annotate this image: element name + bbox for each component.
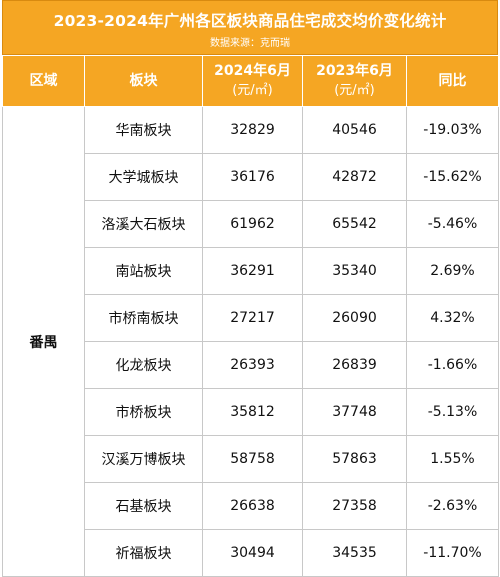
yoy-cell: -19.03% — [406, 106, 499, 154]
price-2024-cell: 26638 — [202, 482, 303, 530]
yoy-cell: 2.69% — [406, 247, 499, 295]
col-header-block: 板块 — [84, 55, 203, 107]
price-2024-cell: 36176 — [202, 153, 303, 201]
block-cell: 化龙板块 — [84, 341, 203, 389]
yoy-cell: -11.70% — [406, 529, 499, 577]
price-2023-cell: 37748 — [302, 388, 407, 436]
price-2024-cell: 30494 — [202, 529, 303, 577]
price-2023-cell: 35340 — [302, 247, 407, 295]
col-header-price-2023-unit: (元/㎡) — [334, 83, 375, 98]
yoy-cell: -5.46% — [406, 200, 499, 248]
col-header-price-2024-unit: (元/㎡) — [232, 83, 273, 98]
yoy-cell: 4.32% — [406, 294, 499, 342]
price-2024-cell: 27217 — [202, 294, 303, 342]
col-header-price-2024: 2024年6月 (元/㎡) — [202, 55, 303, 107]
price-2023-cell: 40546 — [302, 106, 407, 154]
col-header-yoy: 同比 — [406, 55, 499, 107]
price-2024-cell: 32829 — [202, 106, 303, 154]
price-2024-cell: 26393 — [202, 341, 303, 389]
yoy-cell: -15.62% — [406, 153, 499, 201]
col-header-price-2023-label: 2023年6月 — [316, 63, 393, 79]
table-row: 市桥南板块 27217 26090 4.32% — [3, 294, 499, 342]
table-row: 汉溪万博板块 58758 57863 1.55% — [3, 435, 499, 483]
price-2023-cell: 26090 — [302, 294, 407, 342]
table-title: 2023-2024年广州各区板块商品住宅成交均价变化统计 — [53, 12, 447, 30]
title-bar: 2023-2024年广州各区板块商品住宅成交均价变化统计 数据来源：克而瑞 — [2, 0, 498, 55]
price-2023-cell: 65542 — [302, 200, 407, 248]
yoy-cell: -1.66% — [406, 341, 499, 389]
col-header-price-2023: 2023年6月 (元/㎡) — [302, 55, 407, 107]
table-row: 石基板块 26638 27358 -2.63% — [3, 482, 499, 530]
data-source: 数据来源：克而瑞 — [210, 38, 290, 49]
price-2023-cell: 27358 — [302, 482, 407, 530]
block-cell: 祈福板块 — [84, 529, 203, 577]
yoy-cell: 1.55% — [406, 435, 499, 483]
yoy-cell: -2.63% — [406, 482, 499, 530]
yoy-cell: -5.13% — [406, 388, 499, 436]
block-cell: 汉溪万博板块 — [84, 435, 203, 483]
block-cell: 市桥板块 — [84, 388, 203, 436]
price-2024-cell: 61962 — [202, 200, 303, 248]
block-cell: 大学城板块 — [84, 153, 203, 201]
table-header-row: 区域 板块 2024年6月 (元/㎡) 2023年6月 (元/㎡) 同比 — [2, 55, 499, 107]
table-row: 化龙板块 26393 26839 -1.66% — [3, 341, 499, 389]
price-2024-cell: 36291 — [202, 247, 303, 295]
table-row: 市桥板块 35812 37748 -5.13% — [3, 388, 499, 436]
table-body: 番禺 华南板块 32829 40546 -19.03% 大学城板块 36176 … — [2, 106, 499, 577]
price-2023-cell: 42872 — [302, 153, 407, 201]
table-row: 祈福板块 30494 34535 -11.70% — [3, 529, 499, 577]
table-row: 南站板块 36291 35340 2.69% — [3, 247, 499, 295]
block-cell: 市桥南板块 — [84, 294, 203, 342]
block-cell: 南站板块 — [84, 247, 203, 295]
price-2023-cell: 57863 — [302, 435, 407, 483]
region-cell: 番禺 — [2, 106, 85, 577]
block-cell: 华南板块 — [84, 106, 203, 154]
price-table: 区域 板块 2024年6月 (元/㎡) 2023年6月 (元/㎡) 同比 番禺 … — [2, 55, 499, 577]
block-cell: 石基板块 — [84, 482, 203, 530]
table-row: 大学城板块 36176 42872 -15.62% — [3, 153, 499, 201]
block-cell: 洛溪大石板块 — [84, 200, 203, 248]
col-header-region: 区域 — [2, 55, 85, 107]
table-row: 洛溪大石板块 61962 65542 -5.46% — [3, 200, 499, 248]
price-2023-cell: 34535 — [302, 529, 407, 577]
price-2024-cell: 35812 — [202, 388, 303, 436]
price-2024-cell: 58758 — [202, 435, 303, 483]
price-2023-cell: 26839 — [302, 341, 407, 389]
table-row: 番禺 华南板块 32829 40546 -19.03% — [2, 106, 499, 577]
col-header-price-2024-label: 2024年6月 — [214, 63, 291, 79]
